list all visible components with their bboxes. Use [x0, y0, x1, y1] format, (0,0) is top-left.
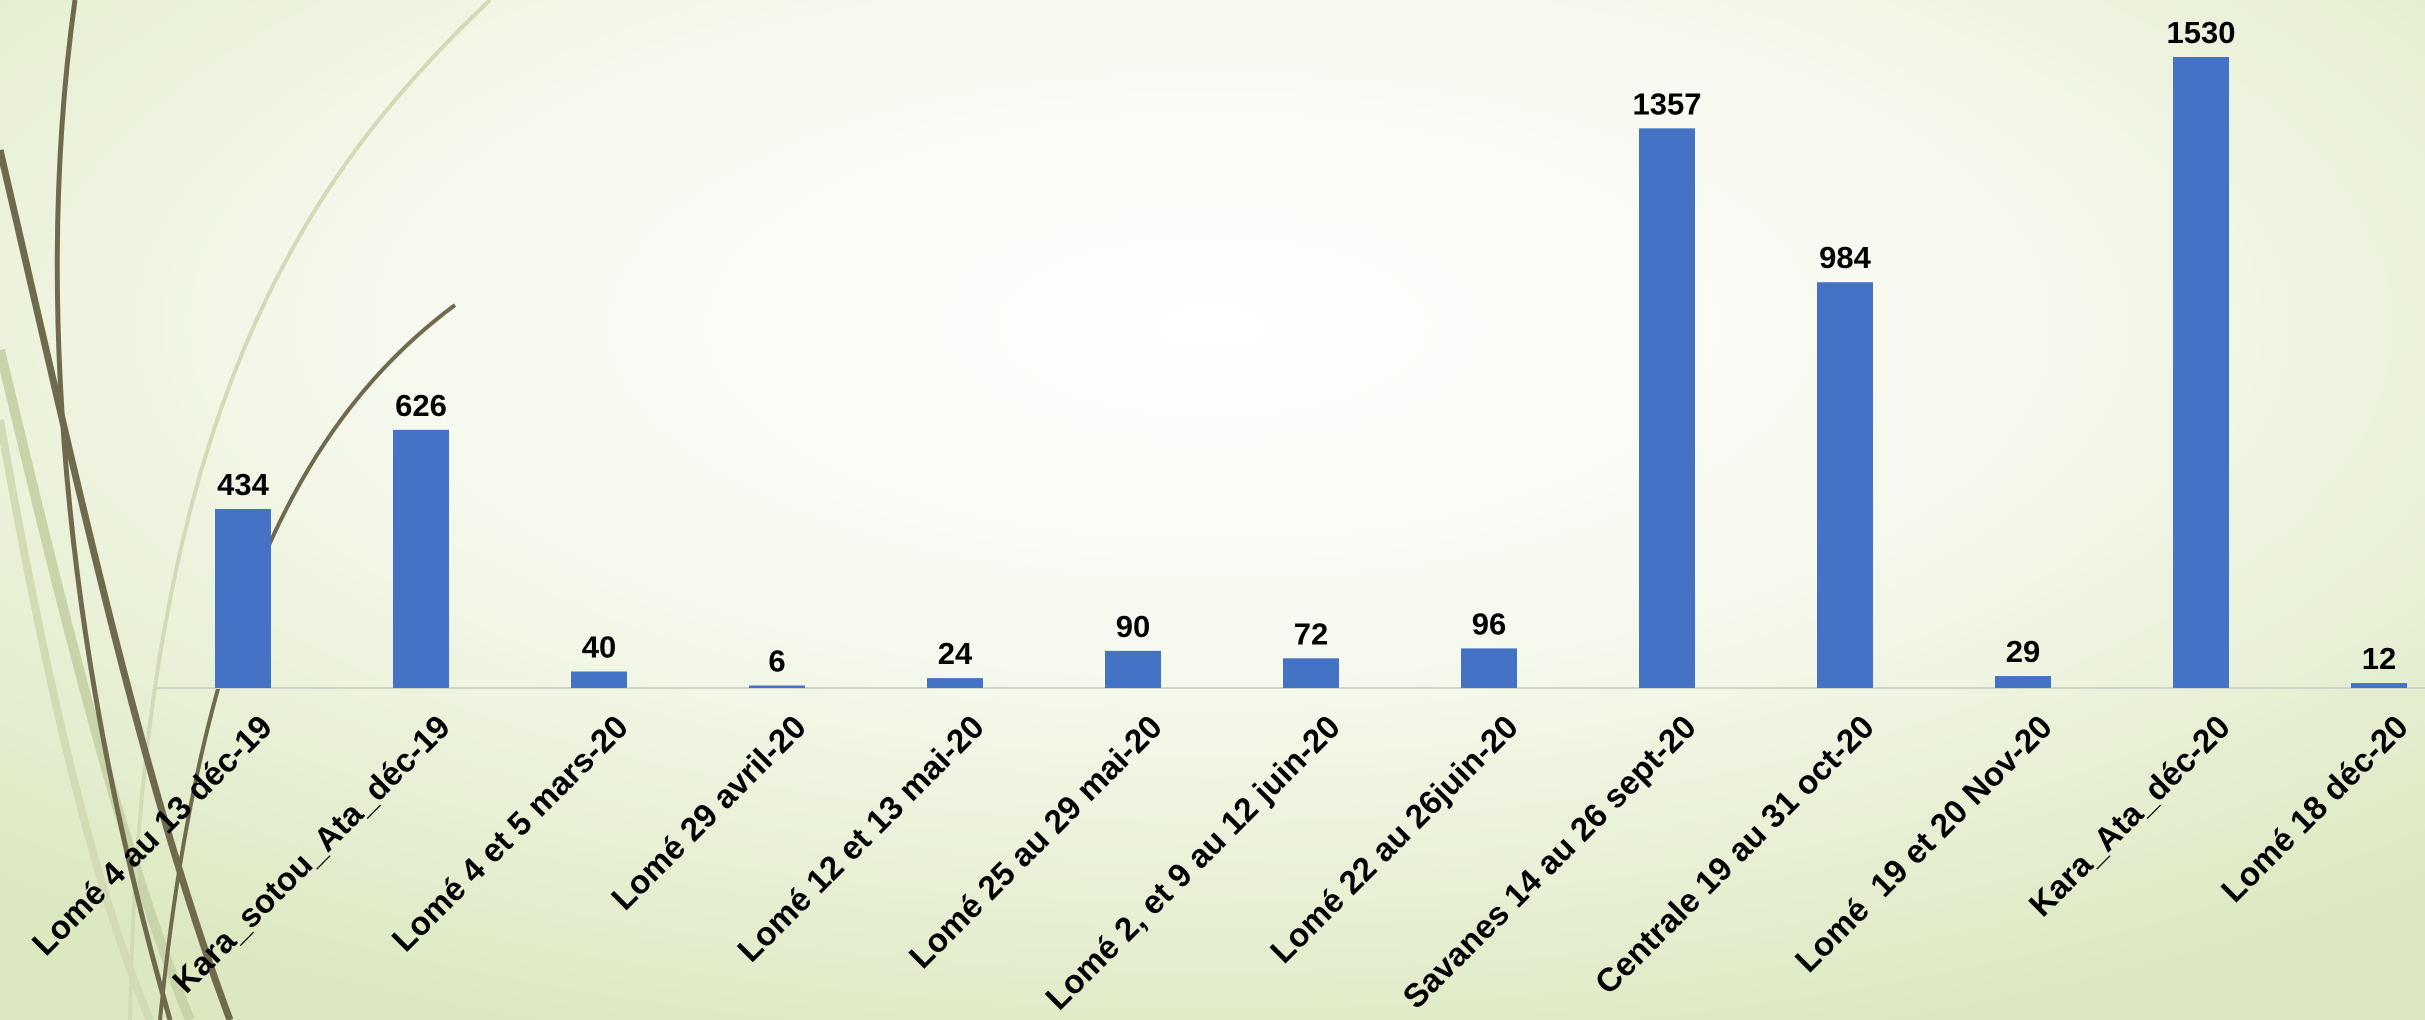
data-label: 72: [1294, 616, 1328, 651]
data-label: 12: [2362, 641, 2396, 676]
data-label: 6: [768, 644, 785, 679]
data-label: 29: [2006, 634, 2040, 669]
data-label: 984: [1819, 240, 1871, 275]
bar: [1817, 282, 1873, 688]
bar: [1461, 648, 1517, 688]
data-label: 434: [217, 467, 269, 502]
bar: [1105, 650, 1161, 688]
bar: [1639, 128, 1695, 688]
data-label: 40: [582, 630, 616, 665]
data-label: 90: [1116, 609, 1150, 644]
data-label: 1357: [1633, 86, 1702, 121]
data-label: 1530: [2167, 15, 2236, 50]
bar: [215, 509, 271, 688]
bar: [2351, 683, 2407, 688]
bar: [2173, 57, 2229, 688]
bar: [571, 671, 627, 688]
bar: [1995, 676, 2051, 688]
bar: [927, 678, 983, 688]
data-label: 24: [938, 636, 973, 671]
bar: [393, 429, 449, 688]
bar: [749, 685, 805, 688]
data-label: 626: [395, 388, 447, 423]
bar: [1283, 658, 1339, 688]
data-label: 96: [1472, 606, 1506, 641]
